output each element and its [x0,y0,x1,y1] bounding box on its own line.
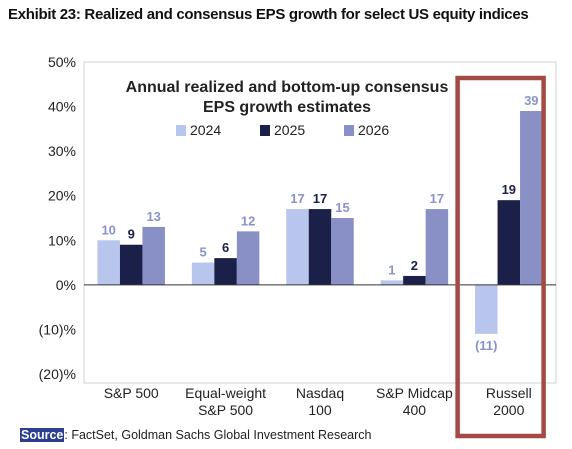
plot-frame [83,61,557,384]
data-label-sp-500-2024: 10 [101,222,115,237]
bar-sp-midcap-400-2026 [425,209,449,285]
bar-nasdaq-100-2025 [308,209,332,285]
legend-swatch-2025 [260,125,270,136]
exhibit-title: Exhibit 23: Realized and consensus EPS g… [8,6,529,23]
x-category-label: Equal-weight [185,385,266,401]
bar-sp-midcap-400-2025 [403,275,426,285]
source-label: Source [20,428,65,442]
bar-nasdaq-100-2026 [331,218,354,285]
y-tick-label: 20% [48,188,76,204]
bar-russell-2000-2026 [520,111,543,285]
y-tick-label: 50% [48,54,76,70]
y-tick-label: (10)% [39,321,76,337]
bar-equal-weight-sp-500-2025 [214,258,237,285]
bars-group [97,111,543,334]
legend-label-2025: 2025 [274,122,305,138]
bar-equal-weight-sp-500-2024 [191,262,215,285]
data-label-russell-2000-2024: (11) [475,338,497,353]
data-label-equal-weight-sp-500-2025: 6 [222,240,229,255]
data-label-nasdaq-100-2024: 17 [290,191,304,206]
y-tick-label: 10% [48,232,76,248]
legend: 2024 2025 2026 [176,122,389,138]
data-label-sp-midcap-400-2026: 17 [430,191,444,206]
data-label-nasdaq-100-2025: 17 [313,191,327,206]
legend-label-2026: 2026 [358,122,389,138]
legend-label-2024: 2024 [190,122,221,138]
data-label-sp-midcap-400-2024: 1 [388,262,395,277]
data-label-nasdaq-100-2026: 15 [335,200,349,215]
source-text: : FactSet, Goldman Sachs Global Investme… [64,428,372,442]
data-label-russell-2000-2025: 19 [502,182,516,197]
y-axis-ticks: (20)% (10)% 0% 10% 20% 30% 40% 50% [39,54,76,382]
x-category-label: Nasdaq [296,385,344,401]
legend-swatch-2026 [344,125,354,136]
y-tick-label: 0% [56,277,76,293]
data-label-sp-500-2026: 13 [146,209,160,224]
bar-russell-2000-2025 [497,200,521,285]
bar-sp-500-2024 [97,240,120,285]
x-category-label: Russell [486,385,532,401]
x-category-label: 400 [403,402,427,418]
russell-highlight-box [455,75,546,439]
legend-swatch-2024 [176,125,186,136]
data-label-equal-weight-sp-500-2024: 5 [199,245,206,260]
data-label-sp-500-2025: 9 [128,227,135,242]
source-note: Source: FactSet, Goldman Sachs Global In… [20,428,371,442]
chart-title-line: EPS growth estimates [203,99,371,116]
bar-russell-2000-2024 [475,284,498,334]
x-category-label: S&P 500 [104,385,159,401]
y-tick-label: (20)% [39,366,76,382]
bar-sp-500-2026 [142,226,165,285]
data-label-sp-midcap-400-2025: 2 [411,258,418,273]
chart-title: Annual realized and bottom-up consensus E… [126,79,449,116]
x-category-label: 2000 [493,402,524,418]
y-tick-label: 30% [48,143,76,159]
chart-title-line: Annual realized and bottom-up consensus [126,79,449,96]
x-category-label: S&P Midcap [376,385,453,401]
bar-sp-500-2025 [119,244,143,285]
data-label-russell-2000-2026: 39 [524,93,538,108]
y-tick-label: 40% [48,99,76,115]
bar-equal-weight-sp-500-2026 [236,231,260,285]
x-category-label: S&P 500 [198,402,253,418]
data-label-equal-weight-sp-500-2026: 12 [241,213,255,228]
bar-sp-midcap-400-2024 [380,280,404,285]
bar-nasdaq-100-2024 [286,209,309,285]
x-category-label: 100 [308,402,332,418]
